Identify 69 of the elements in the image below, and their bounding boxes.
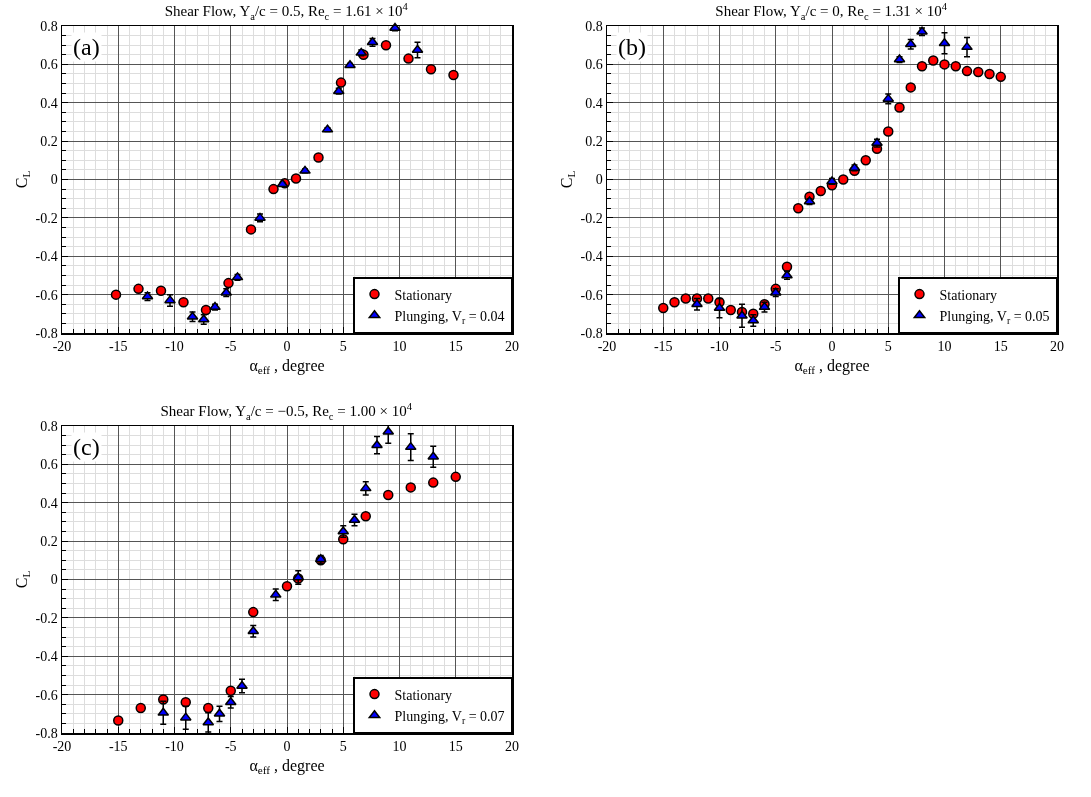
y-tick-label: -0.4 <box>580 249 603 265</box>
y-tick-label: -0.6 <box>35 287 58 303</box>
x-tick-label: -5 <box>224 739 237 755</box>
y-tick-label: -0.4 <box>35 649 58 665</box>
annotation: (c) <box>73 434 100 460</box>
x-tick-label: -5 <box>769 339 782 355</box>
y-tick-label: 0.6 <box>40 457 58 473</box>
y-tick-label: 0 <box>595 172 603 188</box>
x-tick-label: 15 <box>448 739 463 755</box>
chart-title: Shear Flow, Y$_{a}$/c = 0, Re$_{c}$ = 1.31 × 10$^{4}$ <box>715 1 948 22</box>
legend-label: Plunging, V$_{r}$ = 0.05 <box>939 308 1050 326</box>
y-tick-label: -0.8 <box>35 725 58 741</box>
x-tick-label: 20 <box>1050 339 1064 355</box>
x-tick-label: -10 <box>165 339 184 355</box>
x-tick-label: 0 <box>828 339 836 355</box>
x-axis-title: α$_{eff}$ , degree <box>794 356 870 377</box>
y-tick-label: 0 <box>50 572 58 588</box>
legend-label: Plunging, V$_{r}$ = 0.07 <box>394 708 505 726</box>
annotation: (a) <box>73 34 100 60</box>
x-tick-label: -10 <box>710 339 729 355</box>
legend-label: Stationary <box>394 287 453 303</box>
legend-label: Stationary <box>394 687 453 703</box>
chart-title: Shear Flow, Y$_{a}$/c = −0.5, Re$_{c}$ = 1.00 × 10$^{4}$ <box>160 401 413 422</box>
x-axis-title: α$_{eff}$ , degree <box>249 356 325 377</box>
y-tick-label: -0.4 <box>35 249 58 265</box>
x-tick-label: 5 <box>339 339 347 355</box>
y-tick-label: 0.8 <box>40 18 58 34</box>
x-tick-label: -20 <box>52 739 72 755</box>
x-tick-label: 10 <box>392 739 407 755</box>
y-tick-label: -0.2 <box>35 610 58 626</box>
y-tick-label: 0.6 <box>585 57 603 73</box>
x-tick-label: 15 <box>448 339 463 355</box>
x-axis-title: α$_{eff}$ , degree <box>249 756 325 777</box>
y-tick-label: 0 <box>50 172 58 188</box>
x-tick-label: 0 <box>283 739 291 755</box>
legend-label: Plunging, V$_{r}$ = 0.04 <box>394 308 505 326</box>
y-tick-label: -0.2 <box>580 210 603 226</box>
y-tick-label: 0.4 <box>585 95 603 111</box>
x-tick-label: -5 <box>224 339 237 355</box>
x-tick-label: -20 <box>597 339 617 355</box>
x-tick-label: -15 <box>108 339 128 355</box>
x-tick-label: 5 <box>339 739 347 755</box>
x-tick-label: 15 <box>993 339 1008 355</box>
x-tick-label: 20 <box>505 739 519 755</box>
y-tick-label: 0.2 <box>40 134 58 150</box>
y-tick-label: 0.8 <box>585 18 603 34</box>
x-tick-label: -10 <box>165 739 184 755</box>
y-tick-label: 0.2 <box>585 134 603 150</box>
x-tick-label: 5 <box>884 339 892 355</box>
y-tick-label: -0.8 <box>580 325 603 341</box>
x-tick-label: -15 <box>108 739 128 755</box>
y-tick-label: -0.8 <box>35 325 58 341</box>
x-tick-label: 0 <box>283 339 291 355</box>
x-tick-label: -15 <box>653 339 673 355</box>
x-tick-label: -20 <box>52 339 72 355</box>
legend-label: Stationary <box>939 287 998 303</box>
y-tick-label: 0.6 <box>40 57 58 73</box>
x-tick-label: 20 <box>505 339 519 355</box>
x-tick-label: 10 <box>937 339 952 355</box>
y-tick-label: 0.2 <box>40 534 58 550</box>
y-tick-label: -0.2 <box>35 210 58 226</box>
y-tick-label: 0.8 <box>40 418 58 434</box>
y-tick-label: -0.6 <box>35 687 58 703</box>
y-tick-label: 0.4 <box>40 495 58 511</box>
y-tick-label: 0.4 <box>40 95 58 111</box>
annotation: (b) <box>618 34 646 60</box>
chart-title: Shear Flow, Y$_{a}$/c = 0.5, Re$_{c}$ = 1.61 × 10$^{4}$ <box>164 1 409 22</box>
x-tick-label: 10 <box>392 339 407 355</box>
y-tick-label: -0.6 <box>580 287 603 303</box>
